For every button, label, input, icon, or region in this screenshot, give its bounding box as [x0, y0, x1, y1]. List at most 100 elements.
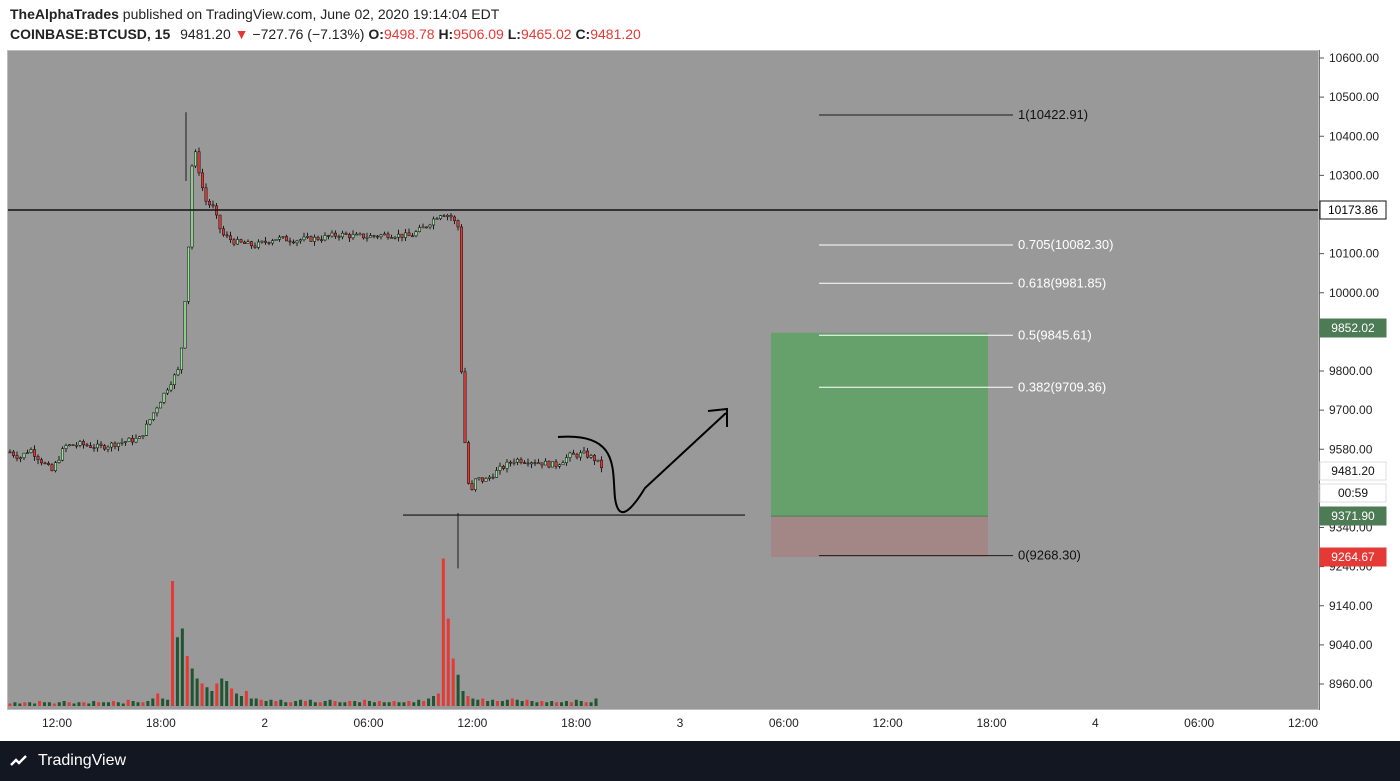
candle-body — [333, 232, 337, 237]
candle-body — [442, 215, 446, 217]
candle-body — [354, 233, 358, 236]
candle-body — [222, 228, 226, 236]
candle-body — [103, 445, 107, 450]
volume-bar — [358, 702, 362, 706]
volume-bar — [28, 702, 32, 706]
volume-bar — [515, 699, 519, 706]
candle-body — [340, 232, 344, 238]
candle-body — [452, 216, 456, 221]
stop-zone[interactable] — [771, 516, 988, 557]
candle-body — [571, 452, 575, 455]
volume-bar — [535, 702, 539, 706]
volume-bar — [42, 702, 46, 706]
candle-body — [60, 448, 64, 461]
tradingview-logo-icon[interactable] — [10, 752, 28, 770]
candle-body — [400, 233, 404, 238]
volume-bar — [106, 702, 110, 706]
candle-body — [85, 444, 89, 447]
candle-body — [274, 239, 278, 241]
candle-body — [368, 235, 372, 238]
candle-body — [438, 215, 442, 219]
volume-bar — [23, 702, 27, 706]
projection-path[interactable] — [557, 412, 727, 514]
candle-body — [155, 407, 159, 414]
chart-svg[interactable]: 10600.0010500.0010400.0010300.0010200.00… — [0, 0, 1400, 741]
price-tag-label: 9371.90 — [1331, 509, 1375, 523]
candle-body — [533, 462, 537, 464]
time-axis[interactable] — [7, 710, 1319, 740]
volume-bar — [38, 701, 42, 706]
candle-body — [204, 187, 208, 202]
candle-body — [29, 449, 33, 453]
volume-bar — [407, 701, 411, 706]
candle-body — [330, 232, 334, 237]
candle-body — [253, 245, 257, 248]
candle-body — [403, 232, 407, 238]
candle-body — [145, 423, 149, 436]
candle-body — [15, 455, 19, 459]
volume-bar — [230, 688, 234, 706]
candle-body — [428, 224, 432, 228]
candle-body — [596, 459, 600, 462]
target-zone[interactable] — [771, 332, 988, 517]
candle-body — [36, 456, 40, 461]
candle-body — [284, 236, 288, 242]
candle-body — [512, 461, 516, 464]
candle-body — [134, 438, 138, 443]
candle-body — [473, 478, 477, 490]
candle-body — [113, 442, 117, 447]
candle-body — [225, 234, 229, 237]
candle-body — [229, 235, 233, 241]
fib-level-label: 0.705(10082.30) — [1018, 237, 1113, 252]
price-tag-bg — [1319, 506, 1387, 526]
candle-body — [477, 477, 481, 480]
footer-brand[interactable]: TradingView — [38, 752, 127, 769]
y-tick-label: 9580.00 — [1329, 442, 1373, 456]
volume-bar — [555, 702, 559, 706]
volume-bar — [318, 702, 322, 706]
volume-bar — [200, 683, 204, 706]
close-value: 9481.20 — [590, 26, 641, 42]
candle-body — [407, 232, 411, 237]
volume-bar — [367, 701, 371, 706]
volume-bar — [239, 696, 243, 706]
volume-bar — [299, 699, 303, 706]
volume-bar — [121, 703, 125, 706]
volume-bar — [279, 699, 283, 706]
price-tag-label: 9481.20 — [1331, 464, 1375, 478]
x-tick-label: 18:00 — [561, 716, 591, 730]
candle-body — [347, 234, 351, 239]
candle-body — [372, 235, 376, 237]
candle-body — [326, 235, 330, 237]
candle-body — [78, 441, 82, 446]
y-tick-label: 10000.00 — [1329, 286, 1379, 300]
price-axis[interactable] — [1319, 50, 1400, 710]
volume-bar — [82, 702, 86, 706]
candle-body — [256, 241, 260, 248]
price-change: −727.76 (−7.13%) — [252, 26, 365, 42]
candle-body — [201, 172, 205, 189]
volume-bar — [195, 678, 199, 706]
candle-body — [470, 483, 474, 490]
candle-body — [159, 402, 163, 409]
candle-body — [75, 444, 79, 447]
author-name[interactable]: TheAlphaTrades — [10, 6, 119, 22]
volume-bar — [569, 702, 573, 706]
candle-body — [494, 470, 498, 478]
volume-bar — [284, 702, 288, 706]
volume-bar — [126, 699, 130, 706]
low-label: L: — [507, 26, 521, 42]
x-tick-label: 18:00 — [146, 716, 176, 730]
candle-body — [141, 435, 145, 437]
candle-body — [414, 231, 418, 237]
chart-pane[interactable] — [7, 50, 1319, 710]
volume-bar — [225, 681, 229, 706]
candle-body — [557, 464, 561, 467]
fib-level-label: 0.5(9845.61) — [1018, 327, 1092, 342]
candle-body — [208, 200, 212, 206]
candle-body — [43, 462, 47, 465]
volume-bar — [210, 691, 214, 706]
candle-body — [393, 237, 397, 239]
candle-body — [382, 233, 386, 236]
x-tick-label: 12:00 — [457, 716, 487, 730]
